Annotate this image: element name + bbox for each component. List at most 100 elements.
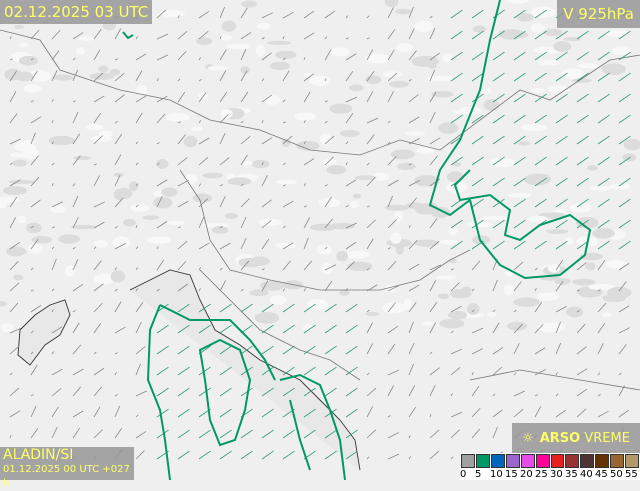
wind-barb [324, 36, 328, 40]
wind-barb [576, 388, 588, 397]
wind-barb [345, 241, 357, 250]
relief-shade [588, 283, 616, 291]
relief-shade [352, 193, 362, 199]
wind-barb [51, 309, 54, 313]
wind-barb [555, 372, 558, 376]
wind-barb [387, 343, 396, 355]
relief-shade [602, 312, 612, 318]
wind-barb [513, 30, 526, 40]
wind-barb [30, 394, 34, 397]
wind-barb [198, 57, 201, 61]
wind-barb [9, 345, 20, 355]
wind-barb [240, 135, 251, 145]
wind-barb [513, 198, 526, 208]
relief-shade [513, 297, 540, 307]
wind-barb [198, 450, 211, 460]
wind-barb [513, 343, 520, 355]
wind-barb [576, 114, 589, 124]
wind-barb [219, 36, 222, 40]
wind-barb [513, 372, 517, 376]
wind-barb [30, 100, 34, 103]
wind-barb [324, 78, 327, 82]
wind-barb [408, 435, 411, 439]
wind-barb [492, 93, 505, 103]
relief-shade [439, 239, 460, 245]
relief-shade [548, 85, 571, 94]
wind-barb [408, 94, 419, 103]
wind-barb [51, 258, 57, 271]
wind-barb [471, 114, 484, 124]
wind-barb [492, 177, 505, 187]
relief-shade [116, 187, 133, 200]
relief-shade [309, 223, 337, 231]
relief-shade [612, 46, 631, 56]
relief-shade [275, 179, 298, 185]
wind-barb [618, 409, 630, 418]
wind-barb [366, 134, 375, 145]
relief-shade [221, 20, 237, 32]
wind-barb [93, 95, 105, 103]
wind-barb [576, 156, 589, 166]
wind-barb [51, 387, 62, 397]
relief-shade [183, 135, 198, 148]
wind-barb [618, 198, 631, 208]
wind-barb [282, 303, 295, 313]
legend-swatch [550, 454, 565, 468]
wind-barb [597, 240, 610, 250]
wind-barb [30, 116, 42, 124]
wind-barb [492, 322, 500, 334]
wind-barb [261, 280, 269, 292]
wind-barb [72, 183, 76, 187]
relief-shade [537, 322, 565, 333]
wind-barb [408, 197, 417, 208]
wind-barb [303, 303, 316, 313]
wind-barb [597, 93, 610, 103]
relief-shade [396, 43, 414, 52]
wind-barb [72, 258, 79, 271]
wind-barb [408, 284, 420, 292]
wind-barb [492, 9, 505, 19]
wind-barb [618, 30, 631, 40]
relief-shade [113, 172, 124, 177]
wind-barb [366, 387, 377, 397]
relief-shade [421, 321, 434, 326]
wind-barb [429, 137, 441, 145]
wind-map [0, 0, 640, 480]
wind-barb [282, 99, 286, 103]
wind-barb [156, 345, 169, 355]
relief-shade [428, 64, 437, 69]
wind-barb [156, 324, 169, 334]
wind-barb [93, 49, 101, 61]
wind-barb [618, 385, 626, 397]
relief-shade [340, 129, 360, 138]
wind-barb [618, 135, 631, 145]
relief-shade [545, 229, 569, 234]
wind-barb [30, 351, 34, 355]
brand-bold: ARSO [539, 430, 581, 446]
wind-barb [366, 406, 374, 418]
wind-barb [93, 112, 102, 124]
wind-barb [156, 288, 160, 292]
wind-barb [30, 305, 42, 313]
relief-shade [501, 30, 529, 39]
wind-barb [618, 372, 622, 376]
wind-barb [282, 288, 286, 292]
wind-barb [303, 260, 313, 271]
wind-barb [9, 435, 12, 439]
relief-shade [623, 138, 640, 151]
wind-barb [534, 9, 547, 19]
isotach-5 [122, 0, 592, 480]
wind-barb [51, 69, 58, 82]
relief-shade [308, 75, 331, 86]
wind-barb [492, 198, 505, 208]
wind-barb [177, 283, 188, 292]
legend-swatch [565, 454, 580, 468]
wind-barb [345, 15, 349, 19]
model-info: ALADIN/SI 01.12.2025 00 UTC +027 h [0, 447, 134, 489]
wind-barb [135, 183, 139, 187]
wind-barb [51, 326, 63, 334]
wind-barb [72, 427, 81, 439]
relief-shade [93, 273, 115, 285]
wind-barb [261, 37, 265, 40]
wind-barb [366, 372, 370, 376]
